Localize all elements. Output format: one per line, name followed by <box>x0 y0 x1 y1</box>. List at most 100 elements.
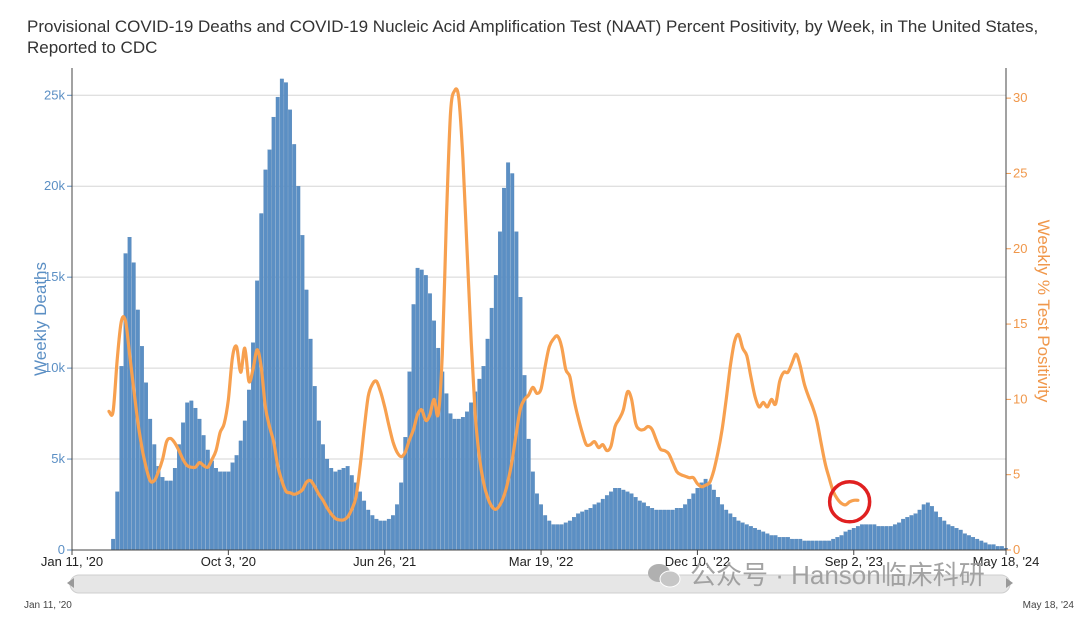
deaths-bar[interactable] <box>465 411 469 551</box>
deaths-bar[interactable] <box>855 526 860 551</box>
deaths-bar[interactable] <box>888 526 893 551</box>
deaths-bar[interactable] <box>329 468 334 551</box>
deaths-bar[interactable] <box>847 529 852 551</box>
deaths-bars[interactable] <box>111 78 1008 551</box>
deaths-bar[interactable] <box>880 526 885 551</box>
deaths-bar[interactable] <box>535 493 539 551</box>
deaths-bar[interactable] <box>189 400 194 551</box>
deaths-bar[interactable] <box>547 520 552 551</box>
deaths-bar[interactable] <box>674 508 679 551</box>
deaths-bar[interactable] <box>337 469 342 551</box>
deaths-bar[interactable] <box>316 420 321 551</box>
deaths-bar[interactable] <box>358 491 362 551</box>
deaths-bar[interactable] <box>790 538 794 551</box>
deaths-bar[interactable] <box>695 488 700 551</box>
deaths-bar[interactable] <box>604 495 609 551</box>
deaths-bar[interactable] <box>967 535 971 551</box>
deaths-bar[interactable] <box>987 544 992 551</box>
deaths-bar[interactable] <box>214 468 218 551</box>
deaths-bar[interactable] <box>897 522 901 551</box>
deaths-bar[interactable] <box>732 517 737 551</box>
deaths-bar[interactable] <box>489 307 494 551</box>
deaths-bar[interactable] <box>193 407 198 551</box>
deaths-bar[interactable] <box>925 502 930 551</box>
deaths-bar[interactable] <box>563 522 568 551</box>
deaths-bar[interactable] <box>576 513 581 551</box>
deaths-bar[interactable] <box>946 524 951 551</box>
deaths-bar[interactable] <box>798 538 803 551</box>
deaths-bar[interactable] <box>748 526 753 551</box>
deaths-bar[interactable] <box>683 504 687 551</box>
deaths-bar[interactable] <box>958 529 963 551</box>
deaths-bar[interactable] <box>884 526 889 551</box>
deaths-bar[interactable] <box>481 366 486 551</box>
deaths-bar[interactable] <box>753 528 757 551</box>
deaths-bar[interactable] <box>374 518 379 551</box>
range-slider[interactable]: Jan 11, '20 May 18, '24 <box>24 574 1074 611</box>
deaths-bar[interactable] <box>460 417 465 551</box>
deaths-bar[interactable] <box>469 402 474 551</box>
deaths-bar[interactable] <box>456 418 461 551</box>
deaths-bar[interactable] <box>670 509 675 551</box>
deaths-bar[interactable] <box>543 515 548 551</box>
deaths-bar[interactable] <box>164 480 169 551</box>
deaths-bar[interactable] <box>181 422 186 551</box>
deaths-bar[interactable] <box>275 96 280 551</box>
deaths-bar[interactable] <box>267 149 272 551</box>
deaths-bar[interactable] <box>654 509 659 551</box>
deaths-bar[interactable] <box>341 468 346 551</box>
deaths-bar[interactable] <box>304 289 309 551</box>
deaths-bar[interactable] <box>769 535 774 551</box>
deaths-bar[interactable] <box>580 511 585 551</box>
deaths-bar[interactable] <box>860 524 864 551</box>
deaths-bar[interactable] <box>588 508 593 551</box>
deaths-bar[interactable] <box>761 531 766 551</box>
deaths-bar[interactable] <box>510 173 515 551</box>
deaths-bar[interactable] <box>111 538 116 551</box>
deaths-bar[interactable] <box>448 413 453 551</box>
deaths-bar[interactable] <box>794 538 799 551</box>
deaths-bar[interactable] <box>242 420 247 551</box>
deaths-bar[interactable] <box>382 520 387 551</box>
deaths-bar[interactable] <box>633 497 638 551</box>
range-slider-left-handle[interactable] <box>67 578 74 588</box>
deaths-bar[interactable] <box>197 418 202 551</box>
deaths-bar[interactable] <box>917 509 922 551</box>
deaths-bar[interactable] <box>296 186 301 551</box>
deaths-bar[interactable] <box>711 489 716 551</box>
deaths-bar[interactable] <box>234 455 239 551</box>
deaths-bar[interactable] <box>177 444 181 551</box>
deaths-bar[interactable] <box>691 493 696 551</box>
deaths-bar[interactable] <box>975 538 980 551</box>
range-slider-right-handle[interactable] <box>1006 578 1013 588</box>
deaths-bar[interactable] <box>584 509 589 551</box>
deaths-bar[interactable] <box>851 528 856 551</box>
deaths-bar[interactable] <box>637 500 642 551</box>
deaths-bar[interactable] <box>913 513 918 551</box>
deaths-bar[interactable] <box>123 253 128 551</box>
deaths-bar[interactable] <box>864 524 869 551</box>
deaths-bar[interactable] <box>724 509 729 551</box>
deaths-bar[interactable] <box>650 508 655 551</box>
deaths-bar[interactable] <box>810 540 815 551</box>
deaths-bar[interactable] <box>687 498 692 551</box>
deaths-bar[interactable] <box>658 509 663 551</box>
deaths-bar[interactable] <box>436 347 441 551</box>
deaths-bar[interactable] <box>609 491 613 551</box>
deaths-bar[interactable] <box>835 537 840 551</box>
positivity-line[interactable] <box>107 87 860 522</box>
deaths-bar[interactable] <box>629 493 634 551</box>
deaths-bar[interactable] <box>781 537 786 551</box>
deaths-bar[interactable] <box>876 526 881 551</box>
deaths-bar[interactable] <box>921 504 926 551</box>
deaths-bar[interactable] <box>720 504 725 551</box>
deaths-bar[interactable] <box>699 482 704 551</box>
deaths-bar[interactable] <box>765 533 770 551</box>
deaths-bar[interactable] <box>428 293 432 551</box>
deaths-bar[interactable] <box>572 517 576 551</box>
deaths-bar[interactable] <box>539 504 543 551</box>
deaths-bar[interactable] <box>432 320 436 551</box>
deaths-bar[interactable] <box>115 491 120 551</box>
deaths-bar[interactable] <box>201 435 206 551</box>
deaths-bar[interactable] <box>823 540 827 551</box>
